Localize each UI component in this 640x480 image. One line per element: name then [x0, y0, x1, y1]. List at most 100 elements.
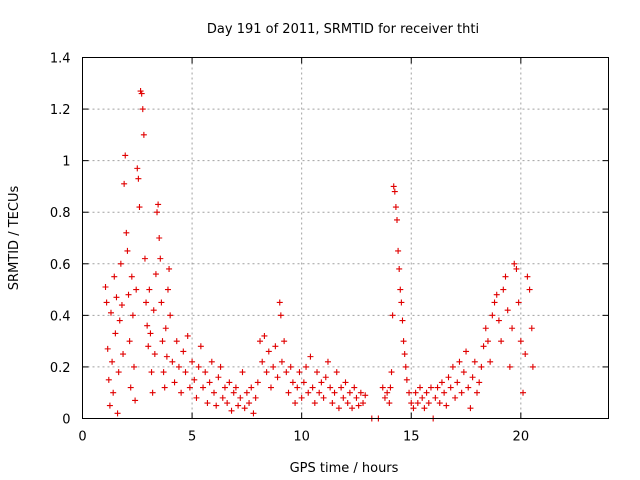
data-point: [158, 299, 165, 306]
data-point: [161, 384, 168, 391]
data-point: [298, 394, 305, 401]
data-point: [463, 348, 470, 355]
x-tick-label: 20: [513, 430, 530, 445]
data-point: [403, 376, 410, 383]
data-point: [294, 384, 301, 391]
data-point: [135, 175, 142, 182]
data-point: [243, 389, 250, 396]
data-point: [329, 400, 336, 407]
data-point: [449, 363, 456, 370]
data-point: [452, 394, 459, 401]
data-point: [520, 389, 527, 396]
data-point: [384, 389, 391, 396]
data-point: [408, 400, 415, 407]
data-point: [441, 389, 448, 396]
data-point: [278, 358, 285, 365]
data-point: [118, 302, 125, 309]
data-point: [134, 165, 141, 172]
data-point: [289, 379, 296, 386]
data-point: [221, 384, 228, 391]
data-point: [360, 400, 367, 407]
data-point: [425, 400, 432, 407]
data-point: [443, 402, 450, 409]
data-point: [186, 384, 193, 391]
data-point: [149, 389, 156, 396]
data-point: [529, 363, 536, 370]
data-point: [123, 229, 130, 236]
data-point: [491, 299, 498, 306]
y-tick-label: 1: [62, 155, 70, 170]
data-point: [309, 384, 316, 391]
data-point: [351, 384, 358, 391]
data-point: [277, 312, 284, 319]
data-point: [151, 351, 158, 358]
data-point: [390, 183, 397, 190]
data-point: [335, 405, 342, 412]
data-point: [344, 400, 351, 407]
data-point: [237, 394, 244, 401]
data-point: [191, 376, 198, 383]
data-point: [506, 363, 513, 370]
data-point: [434, 384, 441, 391]
data-point: [104, 345, 111, 352]
data-point: [522, 351, 529, 358]
data-point: [182, 369, 189, 376]
data-point: [147, 330, 154, 337]
data-point: [250, 410, 257, 417]
data-point: [154, 209, 161, 216]
data-point: [263, 369, 270, 376]
data-point: [117, 260, 124, 267]
data-point: [206, 379, 213, 386]
data-point: [353, 394, 360, 401]
data-point: [495, 317, 502, 324]
data-point: [110, 389, 117, 396]
data-point: [167, 312, 174, 319]
data-point: [138, 90, 145, 97]
data-point: [511, 260, 518, 267]
data-point: [454, 379, 461, 386]
data-point: [524, 273, 531, 280]
axis-ticks: 0 5 10 15 20 0 0.2 0.4 0.6 0.8 1 1.2 1.4: [50, 52, 609, 445]
data-point: [116, 317, 123, 324]
data-point: [166, 265, 173, 272]
data-point: [159, 338, 166, 345]
data-point: [412, 389, 419, 396]
data-point: [157, 255, 164, 262]
data-point: [447, 384, 454, 391]
data-point: [460, 369, 467, 376]
data-point: [513, 265, 520, 272]
data-point: [478, 363, 485, 370]
data-point: [458, 389, 465, 396]
data-point: [398, 299, 405, 306]
data-point: [484, 338, 491, 345]
y-tick-label: 0: [62, 413, 70, 428]
data-point: [239, 369, 246, 376]
data-point: [305, 389, 312, 396]
data-point: [184, 332, 191, 339]
data-point: [129, 312, 136, 319]
data-point: [402, 363, 409, 370]
data-point: [528, 325, 535, 332]
data-point: [432, 394, 439, 401]
data-point: [103, 299, 110, 306]
data-point: [131, 363, 138, 370]
data-point: [259, 358, 266, 365]
data-point: [160, 369, 167, 376]
data-point: [281, 338, 288, 345]
data-point: [276, 299, 283, 306]
data-point: [410, 405, 417, 412]
data-point: [115, 369, 122, 376]
data-point: [230, 389, 237, 396]
y-tick-label: 1.4: [50, 52, 71, 67]
data-point: [391, 188, 398, 195]
data-point: [482, 325, 489, 332]
data-point: [287, 363, 294, 370]
data-point: [106, 402, 113, 409]
data-point: [197, 343, 204, 350]
data-point: [200, 384, 207, 391]
data-point: [254, 379, 261, 386]
data-point: [493, 291, 500, 298]
data-point: [252, 394, 259, 401]
data-point: [307, 353, 314, 360]
data-point: [322, 374, 329, 381]
